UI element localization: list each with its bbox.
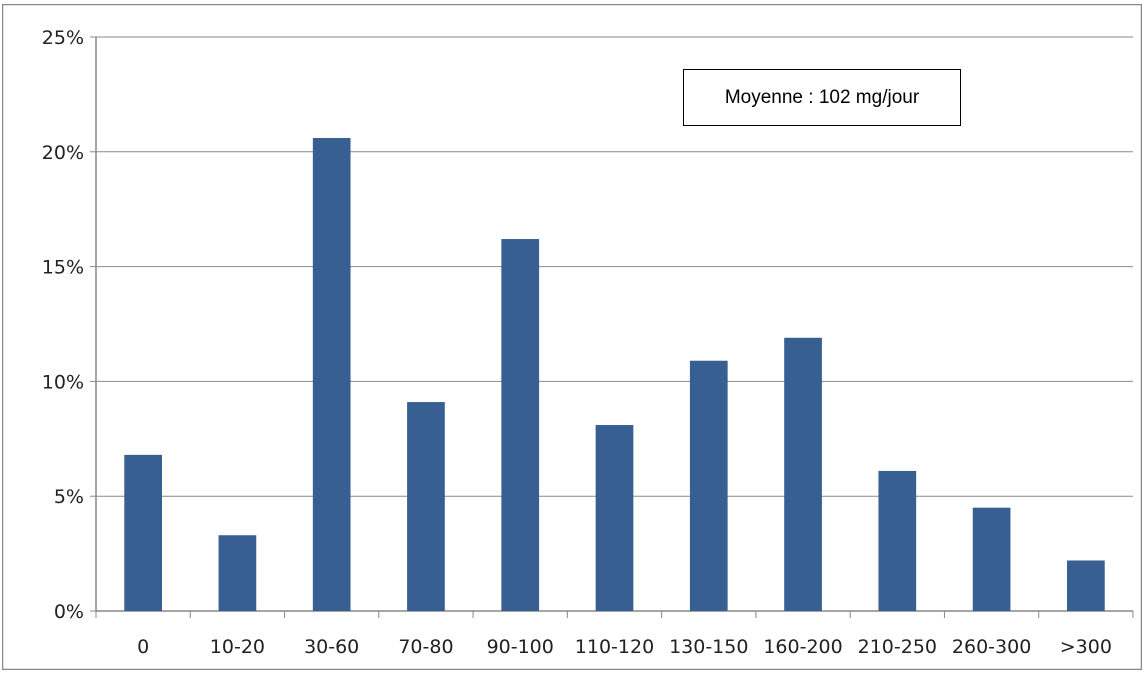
bar [689, 360, 728, 611]
y-tick-label: 25% [42, 27, 84, 49]
bar [1067, 560, 1105, 611]
y-tick-label: 20% [42, 142, 84, 164]
x-tick-label: 130-150 [669, 636, 748, 658]
x-tick-label: 10-20 [210, 636, 265, 658]
x-tick-label: >300 [1060, 636, 1112, 658]
bar [312, 138, 351, 612]
bar [972, 507, 1011, 611]
bar [595, 425, 634, 611]
x-tick-label: 30-60 [304, 636, 359, 658]
chart-border [2, 4, 1142, 670]
x-tick-label: 210-250 [858, 636, 937, 658]
mean-annotation-text: Moyenne : 102 mg/jour [724, 86, 920, 108]
y-tick-label: 10% [42, 371, 84, 393]
mean-annotation-box: Moyenne : 102 mg/jour [683, 69, 961, 126]
y-tick-label: 0% [54, 601, 84, 623]
bar-chart: 0% 5% 10% 15% 20% 25% 0 10-20 30-60 70-80 90-100 11… [2, 4, 1142, 670]
bar [784, 337, 822, 611]
chart-frame: 0% 5% 10% 15% 20% 25% 0 10-20 30-60 70-80 90-100 11… [2, 4, 1142, 670]
bar [501, 239, 540, 611]
y-tick-label: 5% [54, 486, 84, 508]
x-tick-label: 0 [137, 636, 149, 658]
y-tick-label: 15% [42, 257, 84, 279]
x-tick-label: 110-120 [575, 636, 654, 658]
bar [124, 454, 162, 611]
x-tick-label: 260-300 [952, 636, 1031, 658]
x-tick-label: 70-80 [398, 636, 453, 658]
bar [407, 402, 445, 611]
bar [878, 470, 917, 611]
x-tick-label: 160-200 [763, 636, 842, 658]
bar [218, 535, 257, 611]
x-tick-label: 90-100 [487, 636, 554, 658]
